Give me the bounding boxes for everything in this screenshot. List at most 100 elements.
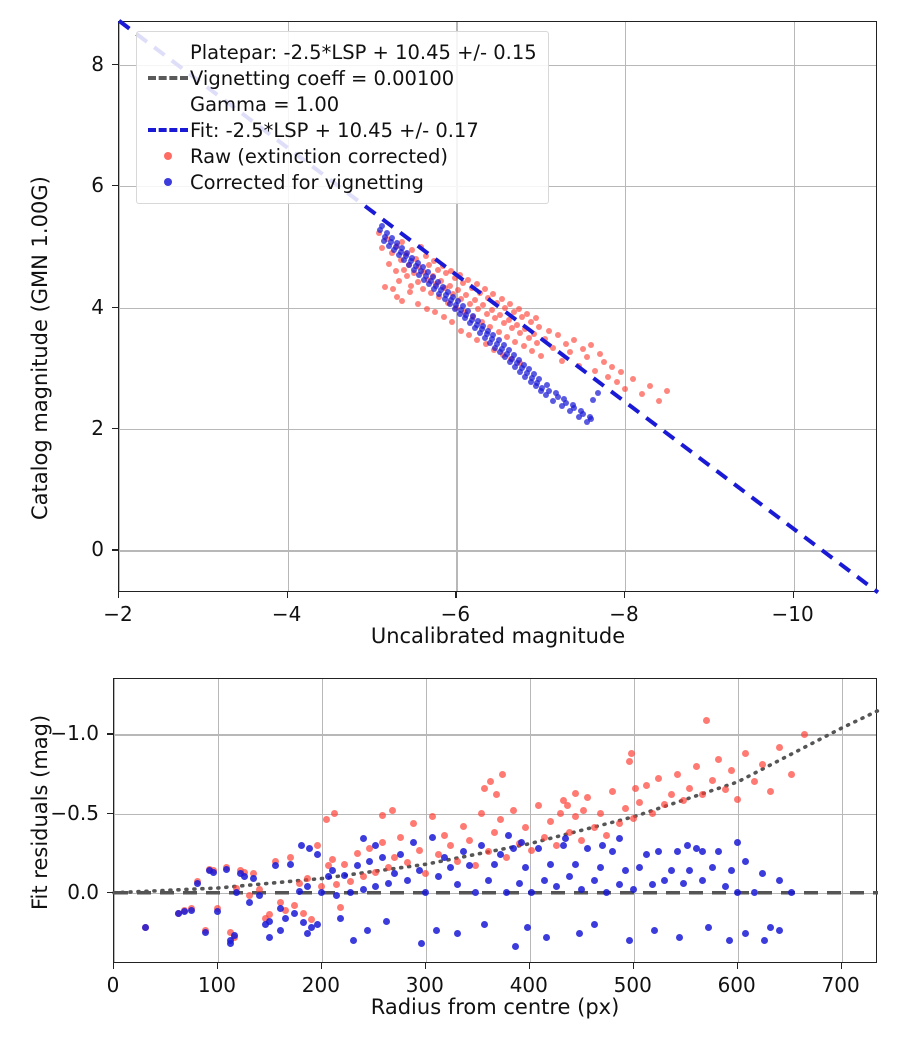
data-point (661, 876, 669, 884)
data-point (492, 315, 499, 322)
data-point (761, 936, 769, 944)
data-point (453, 857, 461, 865)
x-tick-label: −6 (440, 602, 471, 626)
data-point (507, 300, 514, 307)
data-point (384, 230, 391, 237)
data-point (328, 856, 336, 863)
data-point (318, 889, 326, 897)
data-point (403, 859, 411, 867)
data-point (384, 236, 391, 243)
data-point (395, 277, 402, 284)
data-point (449, 319, 456, 326)
data-point (480, 302, 487, 309)
data-point (375, 230, 382, 237)
data-point (615, 881, 623, 889)
x-tick-mark (286, 592, 289, 598)
x-tick-mark (624, 592, 626, 598)
data-point (540, 876, 548, 884)
data-point (303, 930, 311, 938)
data-point (537, 388, 544, 395)
data-point (337, 914, 345, 922)
data-point (569, 401, 576, 408)
data-point (465, 332, 472, 339)
data-point (295, 887, 303, 895)
data-point (509, 844, 517, 852)
data-point (554, 332, 561, 339)
data-point (440, 314, 447, 321)
data-point (750, 889, 758, 897)
data-point (303, 882, 311, 890)
data-point (359, 873, 367, 881)
data-point (673, 848, 681, 856)
data-point (314, 841, 322, 849)
data-point (434, 851, 442, 859)
legend-row-corrected: Corrected for vignetting (146, 169, 537, 195)
data-point (530, 331, 537, 338)
data-point (460, 280, 467, 287)
data-point (384, 879, 392, 887)
data-point (447, 863, 455, 871)
data-point (403, 876, 411, 884)
data-point (512, 364, 519, 371)
data-point (291, 901, 299, 909)
data-point (497, 816, 505, 824)
data-point (709, 776, 717, 784)
data-point (508, 325, 515, 332)
data-point (493, 340, 500, 347)
data-point (434, 266, 441, 273)
data-point (428, 289, 435, 296)
data-point (584, 418, 591, 425)
data-point (366, 857, 374, 865)
top-y-axis-label: Catalog magnitude (GMN 1.00G) (28, 176, 52, 520)
data-point (457, 327, 464, 334)
data-point (626, 936, 634, 944)
legend-label-platepar: Platepar: -2.5*LSP + 10.45 +/- 0.15 (190, 40, 537, 64)
data-point (484, 848, 492, 856)
data-point (576, 930, 584, 938)
data-point (422, 889, 430, 897)
data-point (488, 306, 495, 313)
x-tick-mark (632, 963, 635, 969)
legend-key-dashed-blue-icon (146, 128, 190, 132)
data-point (249, 875, 257, 882)
bottom-curve-overlay (112, 708, 880, 895)
data-point (465, 308, 472, 315)
data-point (554, 394, 561, 401)
data-point (262, 914, 270, 922)
y-tick-label: −1.0 (50, 721, 99, 746)
data-point (800, 730, 808, 738)
x-tick-mark (455, 592, 457, 598)
x-tick-mark (320, 963, 323, 969)
data-point (266, 917, 274, 925)
data-point (214, 908, 222, 916)
data-point (742, 930, 750, 938)
data-point (661, 800, 669, 808)
data-point (636, 799, 644, 806)
data-point (468, 316, 475, 323)
data-point (416, 264, 423, 271)
data-point (433, 282, 440, 289)
data-point (558, 402, 565, 409)
bottom-residuals-axes (112, 678, 880, 963)
legend-key-dot-blue-icon (146, 178, 190, 186)
data-point (655, 848, 663, 856)
data-point (353, 849, 361, 857)
data-point (432, 927, 440, 935)
data-point (702, 716, 710, 724)
data-point (603, 832, 611, 840)
data-point (478, 326, 485, 333)
data-point (539, 384, 546, 391)
data-point (330, 810, 338, 818)
data-point (742, 857, 750, 865)
data-point (438, 277, 445, 284)
data-point (571, 337, 578, 344)
data-point (431, 286, 438, 293)
data-point (470, 313, 477, 319)
y-tick-label: −0.5 (50, 800, 99, 825)
data-point (642, 851, 650, 859)
data-point (395, 252, 402, 259)
data-point (775, 927, 783, 935)
gridline-vertical (217, 679, 220, 962)
data-point (399, 238, 406, 245)
top-scatter-axes: Platepar: -2.5*LSP + 10.45 +/- 0.15 Vign… (117, 19, 880, 594)
